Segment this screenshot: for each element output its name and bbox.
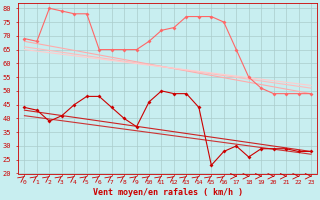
X-axis label: Vent moyen/en rafales ( km/h ): Vent moyen/en rafales ( km/h ) bbox=[93, 188, 243, 197]
